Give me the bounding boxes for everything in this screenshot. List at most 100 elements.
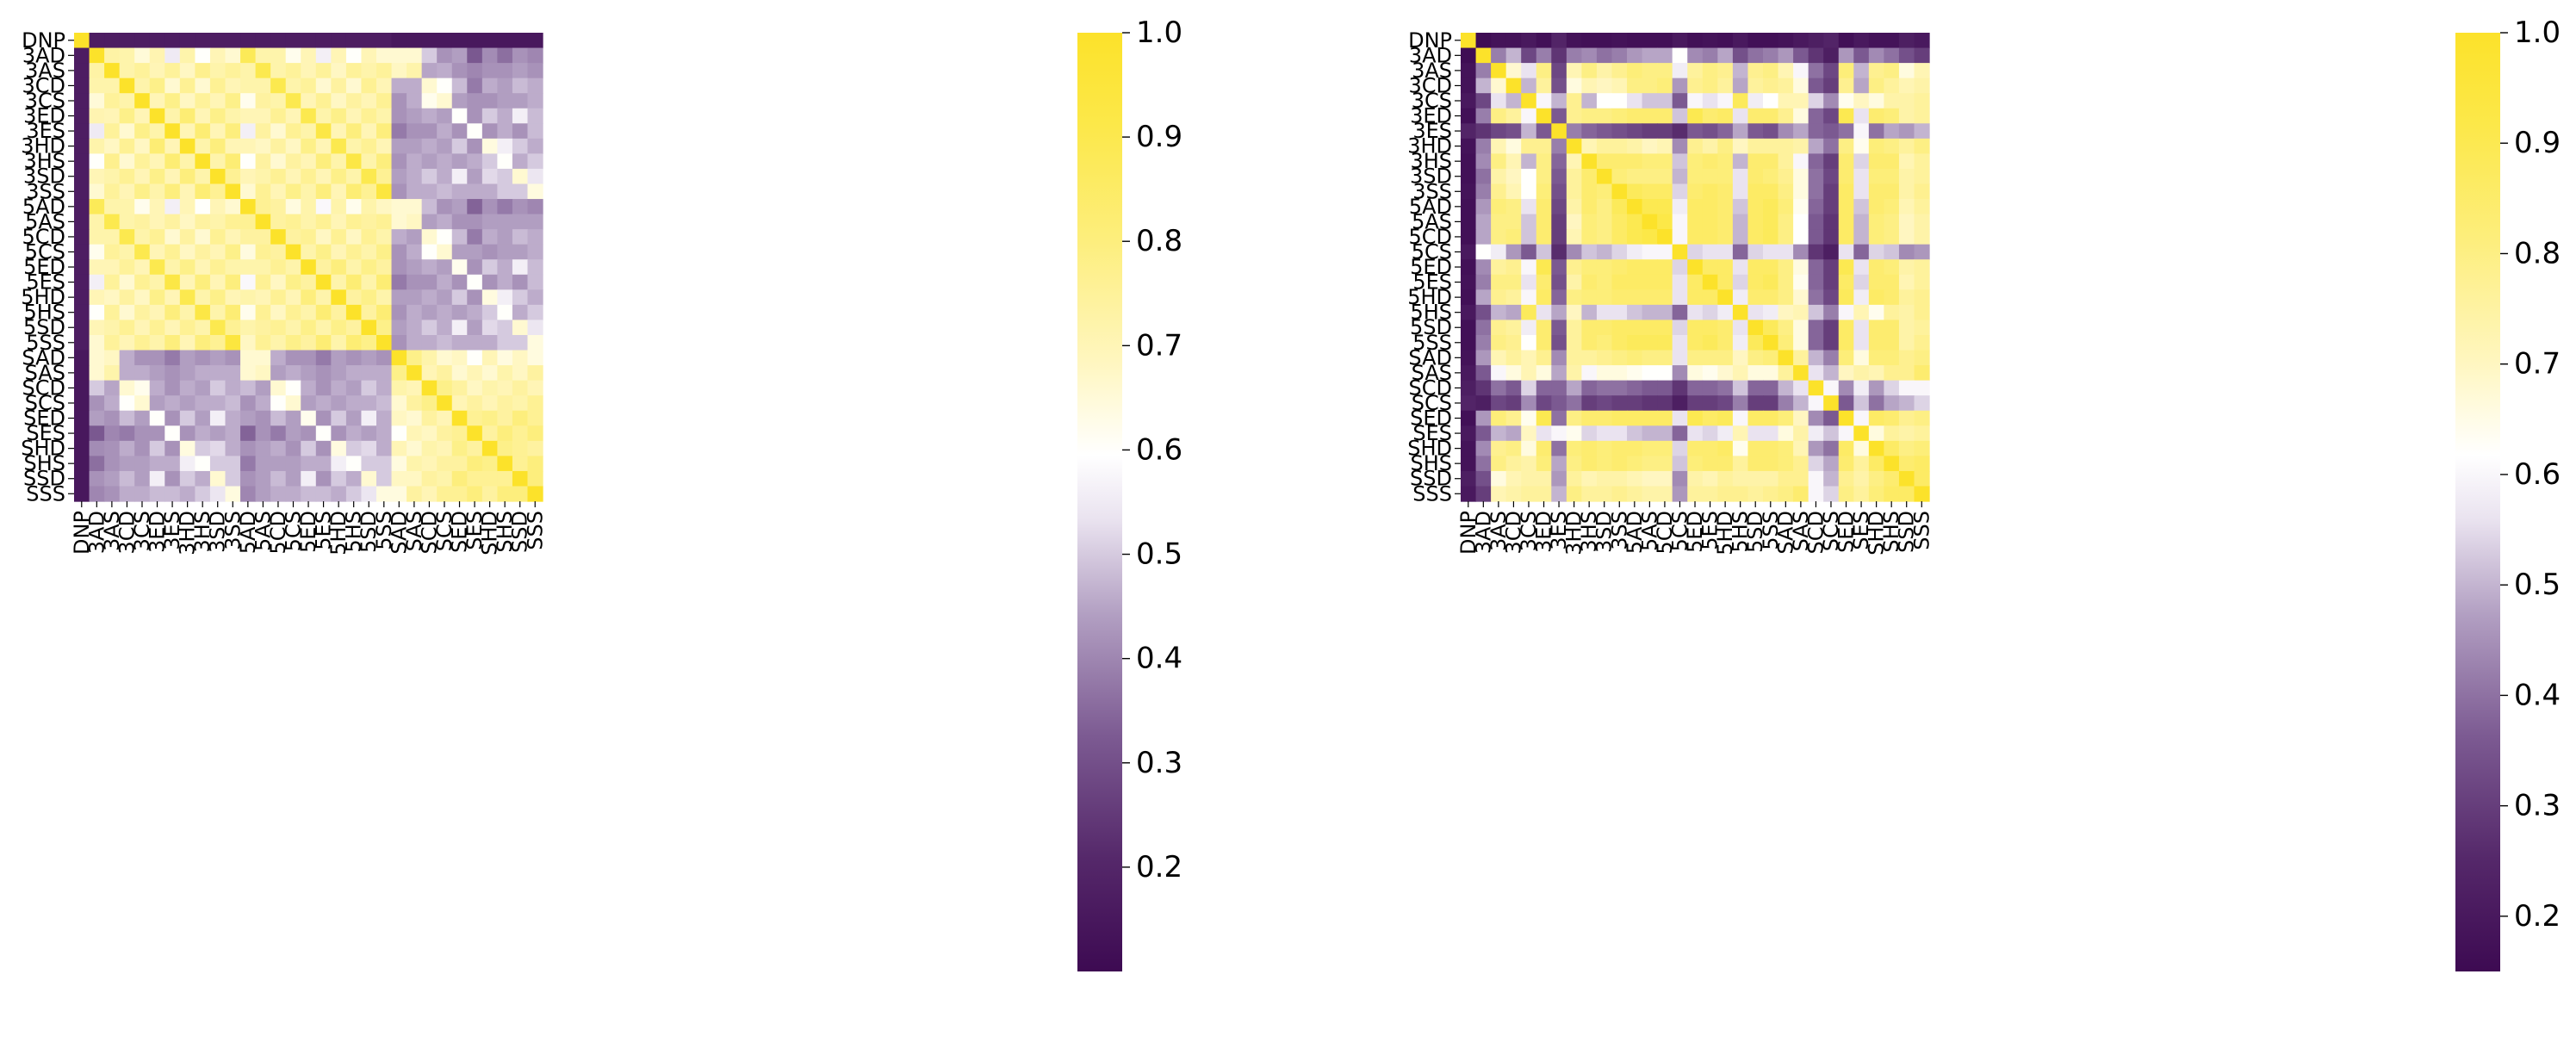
heatmap-cell (270, 440, 287, 456)
heatmap-cell (195, 470, 211, 487)
colorbar-tick-label: 0.4 (1136, 642, 1182, 676)
heatmap-cell (497, 33, 513, 49)
heatmap-cell (1521, 78, 1537, 94)
heatmap-cell (451, 244, 468, 260)
heatmap-cell (497, 365, 513, 382)
heatmap-cell (119, 47, 135, 64)
heatmap-cell (1536, 93, 1552, 109)
heatmap-cell (1747, 63, 1764, 79)
heatmap-cell (512, 350, 529, 366)
heatmap-cell (481, 425, 498, 442)
heatmap-cell (225, 168, 241, 185)
heatmap-cell (134, 153, 151, 170)
heatmap-cell (1566, 78, 1582, 94)
heatmap-cell (1914, 440, 1930, 456)
heatmap-cell (1914, 229, 1930, 245)
heatmap-cell (1657, 93, 1673, 109)
colorbar-tick-label: 0.5 (1136, 537, 1182, 572)
heatmap-cell (149, 395, 165, 412)
heatmap-cell (1596, 229, 1613, 245)
heatmap-cell (1747, 440, 1764, 456)
heatmap-cell (1808, 244, 1824, 260)
heatmap-cell (1914, 168, 1930, 185)
heatmap-cell (1853, 33, 1870, 49)
heatmap-cell (1536, 365, 1552, 382)
heatmap-cell (437, 63, 453, 79)
heatmap-cell (1898, 425, 1915, 442)
x-tick-label: SAS (1789, 511, 1813, 551)
heatmap-cell (270, 214, 287, 230)
heatmap-cell (1566, 123, 1582, 140)
x-tick-label: 5ES (312, 511, 336, 550)
heatmap-cell (119, 320, 135, 336)
x-tick-label: 5CD (1653, 511, 1677, 555)
heatmap-cell (149, 304, 165, 321)
heatmap-cell (451, 304, 468, 321)
heatmap-cell (1898, 47, 1915, 64)
heatmap-cell (527, 335, 543, 351)
heatmap-cell (376, 289, 393, 306)
heatmap-cell (270, 350, 287, 366)
heatmap-cell (1702, 486, 1718, 502)
heatmap-cell (467, 47, 483, 64)
heatmap-cell (1763, 456, 1779, 472)
heatmap-cell (451, 335, 468, 351)
heatmap-cell (1793, 289, 1809, 306)
heatmap-cell (1717, 244, 1734, 260)
heatmap-cell (225, 470, 241, 487)
heatmap-cell (1611, 63, 1628, 79)
heatmap-cell (225, 214, 241, 230)
heatmap-cell (451, 153, 468, 170)
heatmap-cell (331, 93, 347, 109)
heatmap-cell (1717, 425, 1734, 442)
heatmap-cell (1778, 63, 1794, 79)
heatmap-cell (195, 244, 211, 260)
heatmap-cell (1823, 274, 1840, 290)
heatmap-cell (285, 93, 301, 109)
heatmap-cell (1611, 47, 1628, 64)
x-tick-label: 5CD (266, 511, 290, 555)
heatmap-cell (301, 274, 317, 290)
heatmap-cell (1491, 123, 1507, 140)
heatmap-cell (89, 47, 105, 64)
heatmap-cell (467, 440, 483, 456)
heatmap-cell (209, 486, 227, 502)
heatmap-cell (1717, 259, 1734, 276)
heatmap-cell (1596, 365, 1613, 382)
heatmap-cell (421, 259, 438, 276)
heatmap-cell (1687, 168, 1704, 185)
heatmap-cell (527, 153, 543, 170)
heatmap-cell (255, 138, 271, 154)
heatmap-cell (451, 33, 468, 49)
heatmap-cell (527, 486, 543, 502)
heatmap-cell (209, 304, 227, 321)
heatmap-cell (104, 335, 121, 351)
heatmap-cell (391, 304, 407, 321)
heatmap-cell (1702, 78, 1718, 94)
heatmap-cell (119, 123, 135, 140)
heatmap-cell (74, 33, 90, 49)
heatmap-cell (1868, 410, 1884, 426)
heatmap-cell (451, 93, 468, 109)
heatmap-cell (1808, 395, 1824, 412)
heatmap-cell (1868, 456, 1884, 472)
heatmap-cell (1642, 425, 1658, 442)
heatmap-cell (1687, 229, 1704, 245)
heatmap-cell (1611, 425, 1628, 442)
heatmap-cell (301, 123, 317, 140)
heatmap-cell (209, 395, 227, 412)
heatmap-cell (1642, 259, 1658, 276)
heatmap-cell (1914, 365, 1930, 382)
heatmap-cell (1491, 78, 1507, 94)
x-tick-label: 5SD (357, 511, 381, 553)
heatmap-cell (376, 456, 393, 472)
heatmap-cell (1747, 123, 1764, 140)
heatmap-cell (1611, 304, 1628, 321)
heatmap-cell (1702, 350, 1718, 366)
heatmap-cell (285, 259, 301, 276)
heatmap-cell (1505, 214, 1522, 230)
heatmap-cell (1672, 244, 1688, 260)
heatmap-cell (512, 425, 529, 442)
heatmap-cell (1505, 410, 1522, 426)
heatmap-cell (1914, 486, 1930, 502)
